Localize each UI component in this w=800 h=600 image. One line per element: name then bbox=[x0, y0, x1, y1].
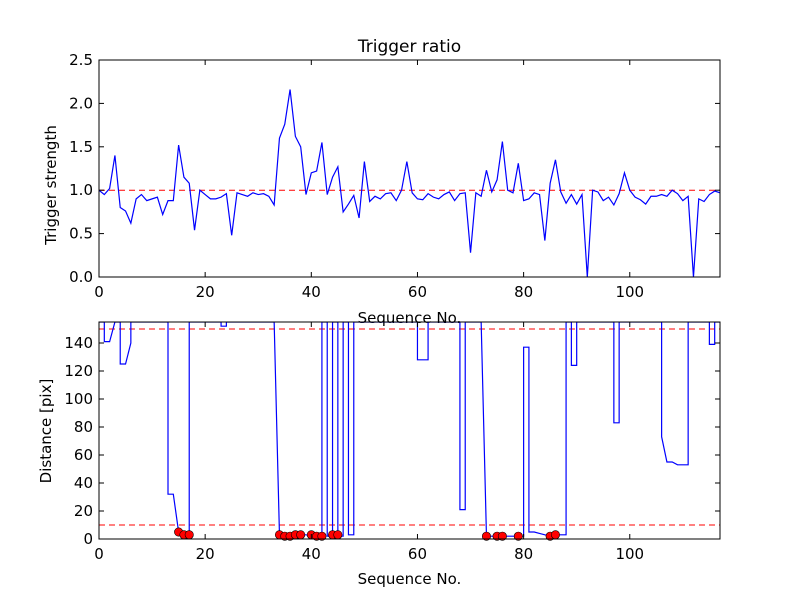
x-tick-label: 80 bbox=[514, 283, 533, 301]
plot-area bbox=[99, 322, 720, 537]
axes-frame bbox=[98, 59, 721, 278]
chart-title: Trigger ratio bbox=[357, 37, 461, 57]
plot-area bbox=[99, 89, 720, 277]
y-axis-label: Trigger strength bbox=[42, 125, 60, 246]
y-axis-label: Distance [pix] bbox=[37, 379, 55, 484]
distance-panel: Sequence No. Distance [pix] 0 20 40 60 80 100… bbox=[37, 321, 721, 588]
data-point-marker bbox=[184, 530, 194, 540]
y-tick-label: 40 bbox=[74, 474, 93, 492]
x-tick-label: 60 bbox=[408, 283, 427, 301]
x-tick-label: 40 bbox=[302, 545, 321, 563]
x-tick-label: 0 bbox=[94, 545, 104, 563]
x-axis-label: Sequence No. bbox=[358, 570, 462, 588]
data-point-marker bbox=[497, 531, 507, 541]
y-tick-label: 60 bbox=[74, 446, 93, 464]
x-tick-label: 100 bbox=[615, 283, 644, 301]
y-tick-label: 2.0 bbox=[69, 94, 93, 112]
data-point-marker bbox=[481, 531, 491, 541]
y-tick-label: 0 bbox=[83, 530, 93, 548]
x-tick-label: 20 bbox=[196, 283, 215, 301]
x-tick-label: 60 bbox=[408, 545, 427, 563]
series-line bbox=[99, 322, 720, 537]
data-point-marker bbox=[513, 531, 523, 541]
y-tick-label: 100 bbox=[64, 390, 93, 408]
axes-frame bbox=[98, 321, 721, 540]
data-point-marker bbox=[296, 530, 306, 540]
x-tick-label: 40 bbox=[302, 283, 321, 301]
y-tick-label: 140 bbox=[64, 334, 93, 352]
trigger-ratio-panel: Trigger ratio Sequence No. Trigger stren… bbox=[42, 37, 721, 327]
x-tick-label: 100 bbox=[615, 545, 644, 563]
data-point-marker bbox=[550, 530, 560, 540]
data-point-marker bbox=[317, 531, 327, 541]
y-tick-label: 20 bbox=[74, 502, 93, 520]
x-axis-label: Sequence No. bbox=[358, 309, 462, 327]
x-tick-label: 0 bbox=[94, 283, 104, 301]
data-point-marker bbox=[333, 530, 343, 540]
x-tick-label: 80 bbox=[514, 545, 533, 563]
y-tick-label: 1.5 bbox=[69, 138, 93, 156]
y-tick-label: 120 bbox=[64, 362, 93, 380]
y-tick-label: 0.0 bbox=[69, 268, 93, 286]
y-tick-label: 2.5 bbox=[69, 51, 93, 69]
y-tick-label: 80 bbox=[74, 418, 93, 436]
y-tick-label: 0.5 bbox=[69, 225, 93, 243]
series-line bbox=[99, 89, 720, 277]
y-tick-label: 1.0 bbox=[69, 181, 93, 199]
x-tick-label: 20 bbox=[196, 545, 215, 563]
